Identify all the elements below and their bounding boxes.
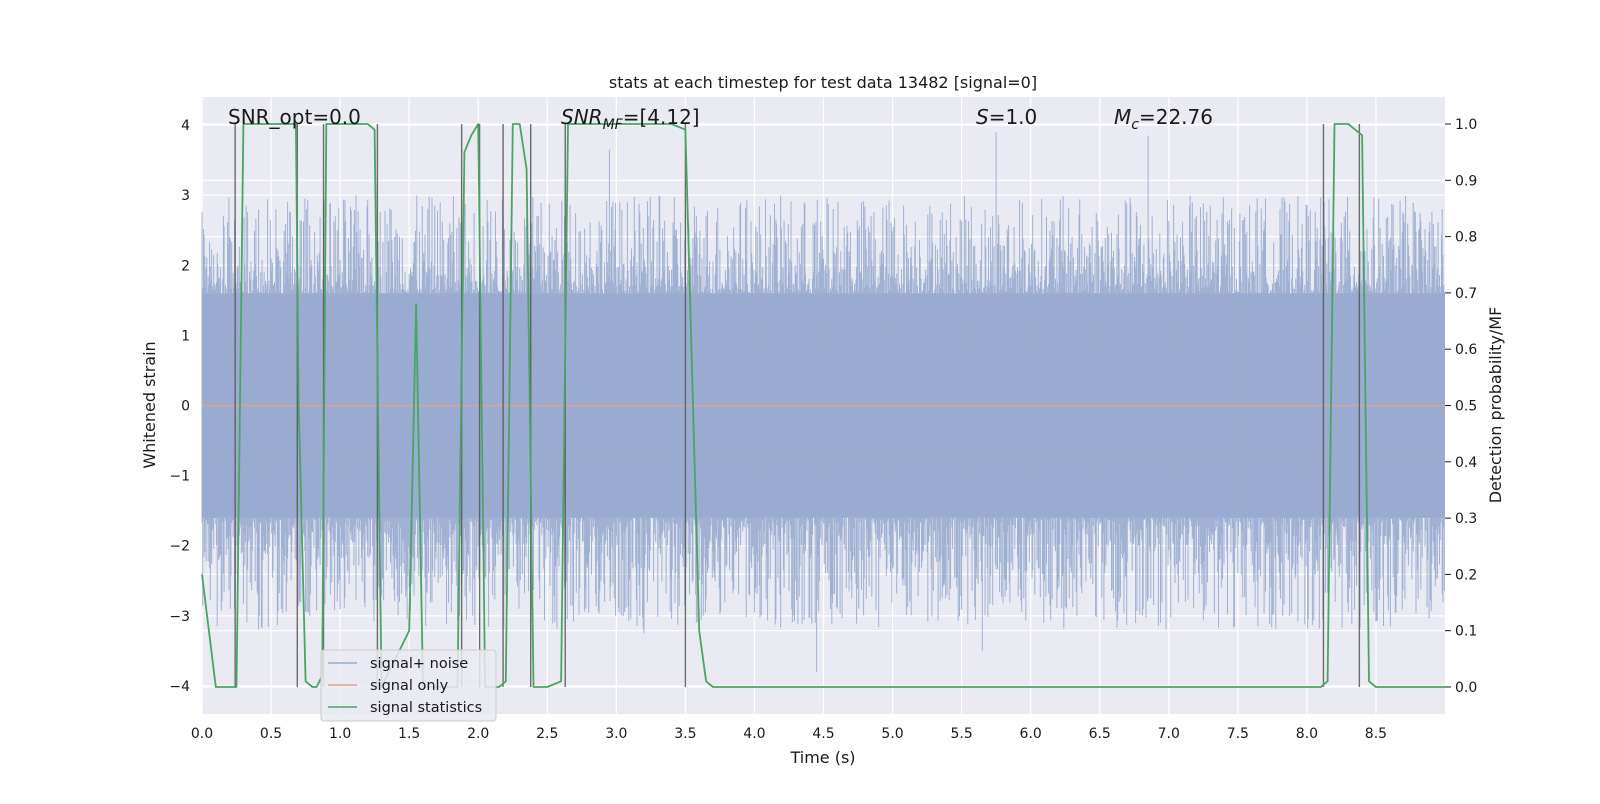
x-tick-label: 6.0 bbox=[1020, 726, 1042, 742]
x-tick-label: 7.5 bbox=[1227, 726, 1249, 742]
x-tick-label: 3.5 bbox=[674, 726, 696, 742]
x-tick-label: 1.5 bbox=[398, 726, 420, 742]
y2-tick-label: 0.7 bbox=[1455, 286, 1477, 302]
chart-title: stats at each timestep for test data 134… bbox=[609, 73, 1037, 92]
y-tick-label: 1 bbox=[181, 328, 190, 344]
snr-mf-sub: MF bbox=[603, 117, 624, 133]
snr-mf-base: SNR bbox=[561, 105, 603, 129]
x-tick-label: 0.0 bbox=[191, 726, 213, 742]
x-tick-label: 2.5 bbox=[536, 726, 558, 742]
y2-tick-label: 0.9 bbox=[1455, 173, 1477, 189]
x-tick-label: 8.5 bbox=[1365, 726, 1387, 742]
legend-box bbox=[320, 649, 497, 722]
annotation-snr-mf: SNRMF=[4.12] bbox=[561, 105, 700, 133]
y2-tick-label: 0.6 bbox=[1455, 342, 1477, 358]
y-tick-label: −2 bbox=[169, 539, 190, 555]
x-tick-label: 4.5 bbox=[812, 726, 834, 742]
y2-tick-label: 1.0 bbox=[1455, 117, 1477, 133]
x-tick-label: 6.5 bbox=[1089, 726, 1111, 742]
x-tick-label: 0.5 bbox=[260, 726, 282, 742]
mc-value: =22.76 bbox=[1139, 105, 1213, 129]
y-tick-label: 2 bbox=[181, 258, 190, 274]
y-axis-ticks: 4 3 2 1 0 −4 −3 −2 −1 bbox=[169, 118, 190, 695]
x-tick-label: 5.0 bbox=[881, 726, 903, 742]
y-axis-label: Whitened strain bbox=[140, 341, 159, 468]
y2-tick-label: 0.3 bbox=[1455, 511, 1477, 527]
legend-label-stats: signal statistics bbox=[370, 700, 482, 716]
x-tick-label: 3.0 bbox=[605, 726, 627, 742]
x-tick-label: 8.0 bbox=[1296, 726, 1318, 742]
y2-tick-label: 0.5 bbox=[1455, 399, 1477, 415]
x-tick-label: 2.0 bbox=[467, 726, 489, 742]
annotation-snr-opt: SNR_opt=0.0 bbox=[228, 105, 361, 129]
annotation-s: S=1.0 bbox=[976, 105, 1037, 129]
mc-base: M bbox=[1114, 105, 1131, 129]
x-axis-label: Time (s) bbox=[789, 748, 855, 767]
snr-mf-value: =[4.12] bbox=[623, 105, 700, 129]
y-tick-label: −3 bbox=[169, 609, 190, 625]
y2-axis-label: Detection probability/MF bbox=[1486, 307, 1505, 504]
y2-tick-label: 0.2 bbox=[1455, 567, 1477, 583]
y2-tick-label: 0.0 bbox=[1455, 680, 1477, 696]
legend-label-signal: signal only bbox=[370, 678, 449, 694]
y-tick-label: −4 bbox=[169, 679, 190, 695]
x-axis-ticks: 0.0 0.5 1.0 1.5 2.0 2.5 3.0 3.5 4.0 4.5 5.0 5.5 6.0 6… bbox=[191, 726, 1387, 742]
y2-tick-label: 0.4 bbox=[1455, 455, 1477, 471]
legend: signal+ noise signal only signal statist… bbox=[320, 649, 497, 722]
s-symbol: S bbox=[976, 105, 989, 129]
y-tick-label: 0 bbox=[181, 399, 190, 415]
y-tick-label: 3 bbox=[181, 188, 190, 204]
mc-sub: c bbox=[1131, 117, 1139, 133]
legend-label-noise: signal+ noise bbox=[370, 656, 468, 672]
x-tick-label: 5.5 bbox=[950, 726, 972, 742]
y-tick-label: 4 bbox=[181, 118, 190, 134]
y2-axis-ticks: 1.0 0.9 0.8 0.7 0.6 0.5 0.4 0.3 0.2 0.1 0.0 bbox=[1445, 117, 1477, 696]
y2-tick-label: 0.8 bbox=[1455, 230, 1477, 246]
s-value: =1.0 bbox=[989, 105, 1038, 129]
x-tick-label: 4.0 bbox=[743, 726, 765, 742]
x-tick-label: 7.0 bbox=[1158, 726, 1180, 742]
y-tick-label: −1 bbox=[169, 469, 190, 485]
y2-tick-label: 0.1 bbox=[1455, 624, 1477, 640]
x-tick-label: 1.0 bbox=[329, 726, 351, 742]
annotation-mc: Mc=22.76 bbox=[1114, 105, 1213, 133]
